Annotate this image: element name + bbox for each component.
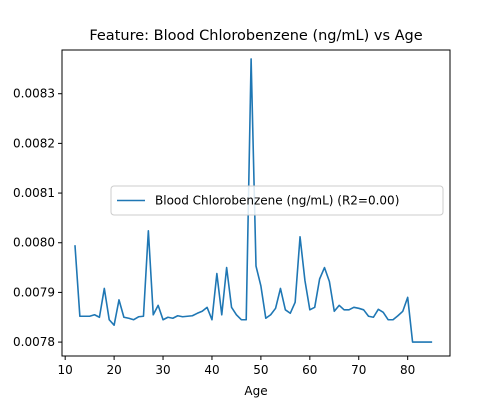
y-tick-label: 0.0080 <box>13 236 55 250</box>
x-tick-label: 50 <box>253 363 268 377</box>
series-line-0 <box>74 58 433 343</box>
x-tick-label: 60 <box>302 363 317 377</box>
y-tick-label: 0.0081 <box>13 186 55 200</box>
legend: Blood Chlorobenzene (ng/mL) (R2=0.00) <box>110 185 444 216</box>
y-tick-label: 0.0082 <box>13 136 55 150</box>
x-axis-label: Age <box>244 384 267 398</box>
x-tick-label: 70 <box>351 363 366 377</box>
y-tick-label: 0.0083 <box>13 87 55 101</box>
x-tick-label: 80 <box>400 363 415 377</box>
chart-title: Feature: Blood Chlorobenzene (ng/mL) vs … <box>89 28 422 44</box>
plot-area: 10 20 30 40 50 60 70 80 0.0078 0.0079 0.0080 0.0081… <box>13 49 451 377</box>
x-tick-label: 40 <box>204 363 219 377</box>
y-tick-label: 0.0079 <box>13 285 55 299</box>
plot-frame <box>61 49 451 357</box>
legend-box <box>110 185 444 216</box>
legend-label: Blood Chlorobenzene (ng/mL) (R2=0.00) <box>155 194 399 208</box>
x-tick-label: 10 <box>58 363 73 377</box>
x-tick-label: 30 <box>155 363 170 377</box>
x-tick-label: 20 <box>106 363 121 377</box>
y-tick-label: 0.0078 <box>13 335 55 349</box>
